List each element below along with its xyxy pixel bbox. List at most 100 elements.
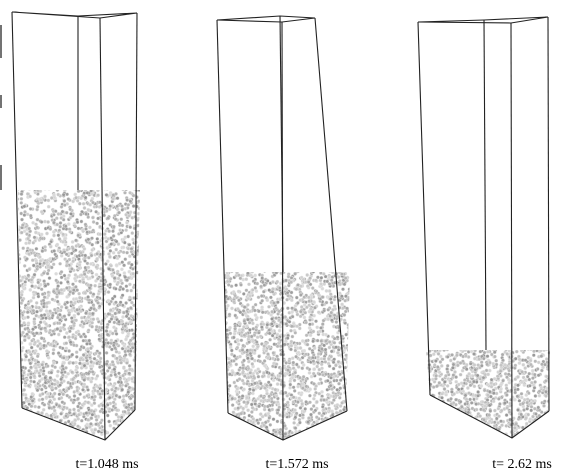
particle	[468, 345, 471, 348]
particle	[56, 374, 59, 377]
particle	[92, 438, 95, 441]
particle	[228, 373, 231, 376]
particle	[24, 413, 27, 416]
particle	[333, 438, 336, 441]
particle	[226, 430, 229, 433]
particle	[33, 236, 36, 239]
particle	[453, 357, 456, 360]
particle	[18, 411, 21, 414]
particle	[274, 388, 277, 391]
particle	[300, 305, 303, 308]
particle	[67, 222, 70, 225]
particle	[263, 283, 266, 286]
particle	[268, 416, 271, 419]
particle	[527, 432, 530, 435]
particle	[128, 191, 131, 194]
particle	[54, 210, 57, 213]
particle	[14, 330, 17, 333]
particle	[63, 370, 66, 373]
particle	[121, 224, 124, 227]
particle	[104, 229, 107, 232]
particle	[65, 306, 68, 309]
particle	[345, 429, 348, 432]
particle	[90, 189, 93, 192]
particle	[62, 323, 65, 326]
particle	[54, 253, 57, 256]
particle	[17, 370, 20, 373]
particle	[243, 428, 246, 431]
particle	[84, 223, 87, 226]
particle	[56, 300, 59, 303]
particle	[347, 330, 350, 333]
particle	[287, 267, 290, 270]
particle	[127, 377, 130, 380]
particle	[90, 403, 93, 406]
particle	[30, 284, 33, 287]
particle	[313, 394, 316, 397]
particle	[444, 438, 447, 441]
particle-group	[12, 183, 141, 447]
particle	[223, 408, 226, 411]
particle	[260, 294, 263, 297]
particle	[289, 329, 292, 332]
particle	[63, 336, 66, 339]
particle	[312, 397, 315, 400]
particle	[246, 409, 249, 412]
particle	[62, 393, 65, 396]
particle	[56, 316, 59, 319]
particle	[457, 412, 460, 415]
particle	[335, 437, 338, 440]
particle	[100, 322, 103, 325]
particle	[424, 362, 427, 365]
particle	[486, 355, 489, 358]
particle	[340, 268, 343, 271]
particle	[52, 430, 55, 433]
particle	[20, 416, 23, 419]
particle	[42, 279, 45, 282]
particle	[453, 415, 456, 418]
particle	[48, 276, 51, 279]
particle	[275, 355, 278, 358]
particle	[237, 268, 240, 271]
particle	[262, 436, 265, 439]
particle	[124, 338, 127, 341]
particle	[308, 371, 311, 374]
particle	[114, 373, 117, 376]
particle	[77, 227, 80, 230]
particle	[527, 433, 530, 436]
particle	[136, 440, 139, 443]
particle	[294, 343, 297, 346]
particle	[107, 299, 110, 302]
particle	[129, 349, 132, 352]
particle	[243, 305, 246, 308]
particle	[62, 441, 65, 444]
particle	[125, 285, 128, 288]
particle	[271, 334, 274, 337]
particle	[429, 408, 432, 411]
particle	[136, 419, 139, 422]
particle	[119, 228, 122, 231]
particle	[42, 408, 45, 411]
particle	[324, 339, 327, 342]
particle	[34, 254, 37, 257]
particle	[20, 437, 23, 440]
particle	[23, 213, 26, 216]
particle	[348, 362, 351, 365]
particle	[232, 411, 235, 414]
particle	[130, 263, 133, 266]
particle	[27, 274, 30, 277]
particle	[522, 363, 525, 366]
particle	[137, 212, 140, 215]
particle	[110, 339, 113, 342]
particle	[108, 320, 111, 323]
particle	[54, 387, 57, 390]
particle	[430, 408, 433, 411]
particle	[42, 344, 45, 347]
particle	[13, 318, 16, 321]
particle	[347, 354, 350, 357]
particle	[27, 322, 30, 325]
particle	[252, 388, 255, 391]
particle	[100, 287, 103, 290]
particle	[308, 277, 311, 280]
particle	[335, 411, 338, 414]
